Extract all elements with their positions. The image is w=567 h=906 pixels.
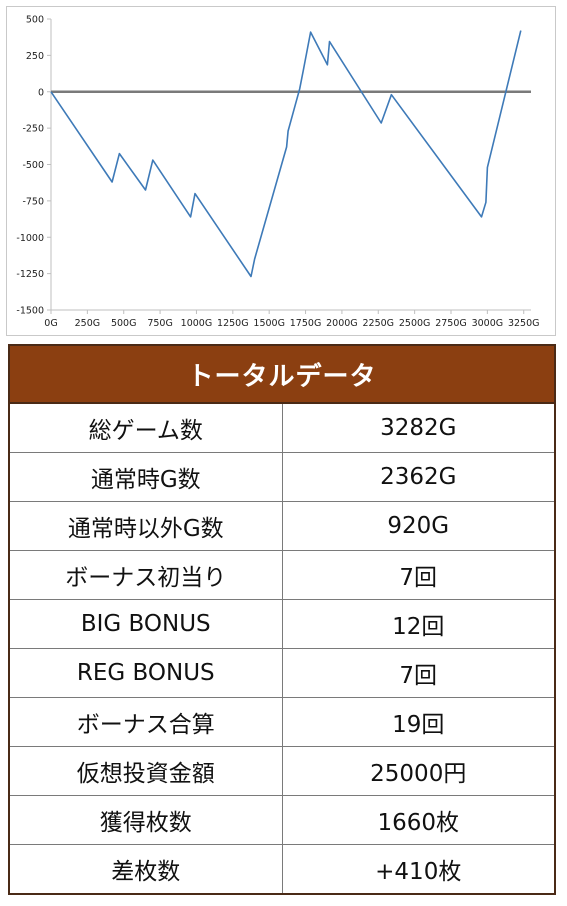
row-value: 25000円 (281, 746, 556, 796)
row-label: ボーナス合算 (8, 697, 283, 747)
table-row: 差枚数 +410枚 (8, 844, 556, 895)
table-row: REG BONUS 7回 (8, 648, 556, 698)
table-row: 総ゲーム数 3282G (8, 402, 556, 453)
x-tick-label: 2250G (362, 318, 394, 329)
chart-container: 500 250 0 -250 -500 -750 -1000 -1250 -1500 0G 250G… (6, 6, 556, 336)
row-label: ボーナス初当り (8, 550, 283, 600)
x-tick-label: 2500G (399, 318, 431, 329)
row-label: REG BONUS (8, 648, 283, 698)
y-tick-label: -1000 (16, 233, 44, 244)
table-row: BIG BONUS 12回 (8, 599, 556, 649)
row-value: 19回 (281, 697, 556, 747)
total-data-table: トータルデータ 総ゲーム数 3282G 通常時G数 2362G 通常時以外G数 … (8, 344, 556, 895)
x-tick-label: 750G (147, 318, 173, 329)
x-tick-label: 1750G (290, 318, 322, 329)
row-label: 差枚数 (8, 844, 283, 895)
row-label: 仮想投資金額 (8, 746, 283, 796)
x-tick-label: 2000G (326, 318, 358, 329)
row-value: 920G (281, 501, 556, 551)
y-tick-label: 0 (38, 87, 44, 98)
x-tick-label: 1250G (217, 318, 249, 329)
x-tick-label: 3250G (508, 318, 540, 329)
row-label: BIG BONUS (8, 599, 283, 649)
x-tick-label: 3000G (472, 318, 504, 329)
table-title: トータルデータ (8, 344, 556, 404)
x-tick-label: 1500G (253, 318, 285, 329)
row-value: 1660枚 (281, 795, 556, 845)
table-row: 獲得枚数 1660枚 (8, 795, 556, 845)
y-tick-label: -750 (22, 196, 44, 207)
y-tick-label: -1250 (16, 269, 44, 280)
table-header-row: トータルデータ (8, 344, 556, 404)
row-label: 獲得枚数 (8, 795, 283, 845)
x-tick-label: 500G (111, 318, 137, 329)
row-value: 12回 (281, 599, 556, 649)
table-row: ボーナス合算 19回 (8, 697, 556, 747)
row-label: 通常時G数 (8, 452, 283, 502)
row-value: +410枚 (281, 844, 556, 895)
series-line (50, 30, 522, 278)
x-tick-label: 250G (75, 318, 101, 329)
y-tick-label: -250 (22, 124, 44, 135)
table-row: 通常時G数 2362G (8, 452, 556, 502)
x-tick-label: 0G (44, 318, 57, 329)
x-tick-label: 2750G (435, 318, 467, 329)
row-label: 通常時以外G数 (8, 501, 283, 551)
table-row: ボーナス初当り 7回 (8, 550, 556, 600)
x-tick-label: 1000G (181, 318, 213, 329)
row-value: 7回 (281, 550, 556, 600)
row-label: 総ゲーム数 (8, 402, 283, 453)
y-tick-label: 500 (26, 15, 44, 26)
row-value: 7回 (281, 648, 556, 698)
row-value: 3282G (281, 402, 556, 453)
y-tick-label: -500 (22, 160, 44, 171)
y-tick-label: -1500 (16, 306, 44, 317)
table-row: 仮想投資金額 25000円 (8, 746, 556, 796)
table-row: 通常時以外G数 920G (8, 501, 556, 551)
row-value: 2362G (281, 452, 556, 502)
y-tick-label: 250 (26, 51, 44, 62)
